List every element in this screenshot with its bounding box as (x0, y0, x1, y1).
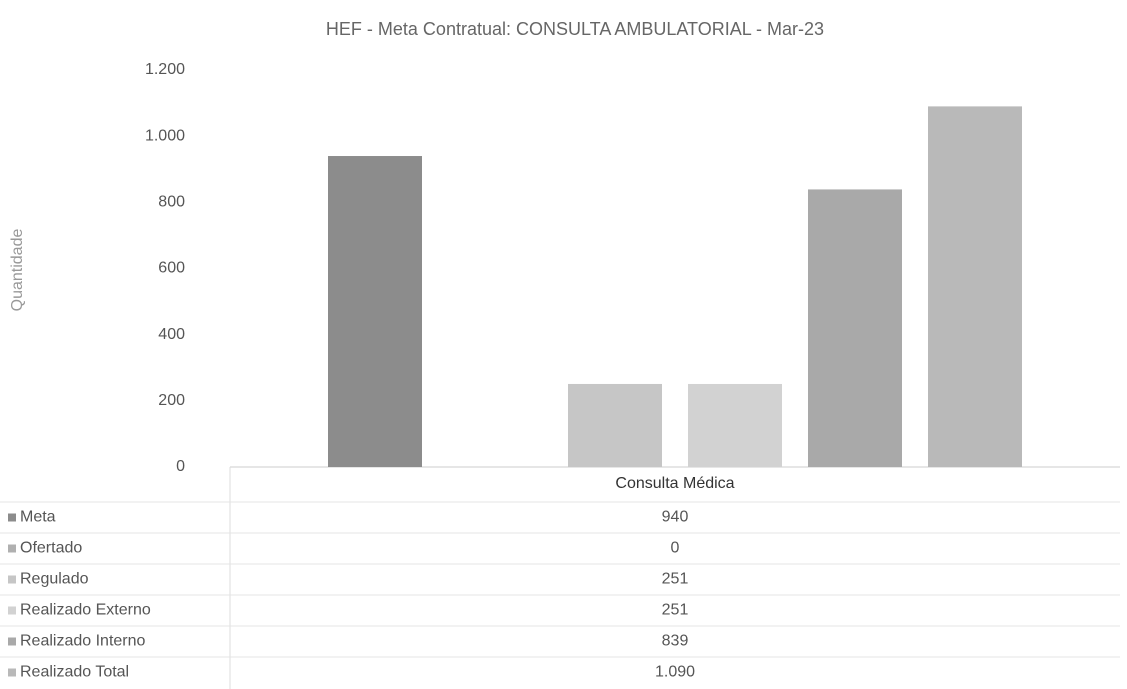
y-tick-label: 1.000 (145, 127, 185, 144)
table-value: 0 (671, 540, 680, 557)
x-tick-label: Consulta Médica (615, 475, 734, 492)
y-tick-label: 1.200 (145, 61, 185, 78)
chart-title: HEF - Meta Contratual: CONSULTA AMBULATO… (326, 19, 824, 39)
legend-label: Realizado Total (20, 664, 129, 681)
y-tick-label: 400 (158, 326, 185, 343)
bar (688, 383, 782, 467)
legend-label: Regulado (20, 571, 89, 588)
table-value: 251 (662, 602, 689, 619)
bar (568, 383, 662, 467)
legend-swatch (8, 513, 16, 522)
y-axis-label: Quantidade (9, 229, 26, 312)
legend-label: Realizado Interno (20, 633, 146, 650)
y-tick-label: 200 (158, 392, 185, 409)
legend-label: Realizado Externo (20, 602, 151, 619)
legend-label: Meta (20, 509, 56, 526)
legend-swatch (8, 575, 16, 584)
bar (328, 156, 422, 467)
legend-swatch (8, 637, 16, 646)
table-value: 1.090 (655, 664, 695, 681)
legend-label: Ofertado (20, 540, 82, 557)
table-value: 839 (662, 633, 689, 650)
legend-swatch (8, 668, 16, 677)
bar (808, 189, 902, 467)
legend-swatch (8, 606, 16, 615)
bar (928, 106, 1022, 468)
table-value: 251 (662, 571, 689, 588)
y-tick-label: 0 (176, 458, 185, 475)
table-value: 940 (662, 509, 689, 526)
y-tick-label: 800 (158, 194, 185, 211)
y-tick-label: 600 (158, 260, 185, 277)
legend-swatch (8, 544, 16, 553)
